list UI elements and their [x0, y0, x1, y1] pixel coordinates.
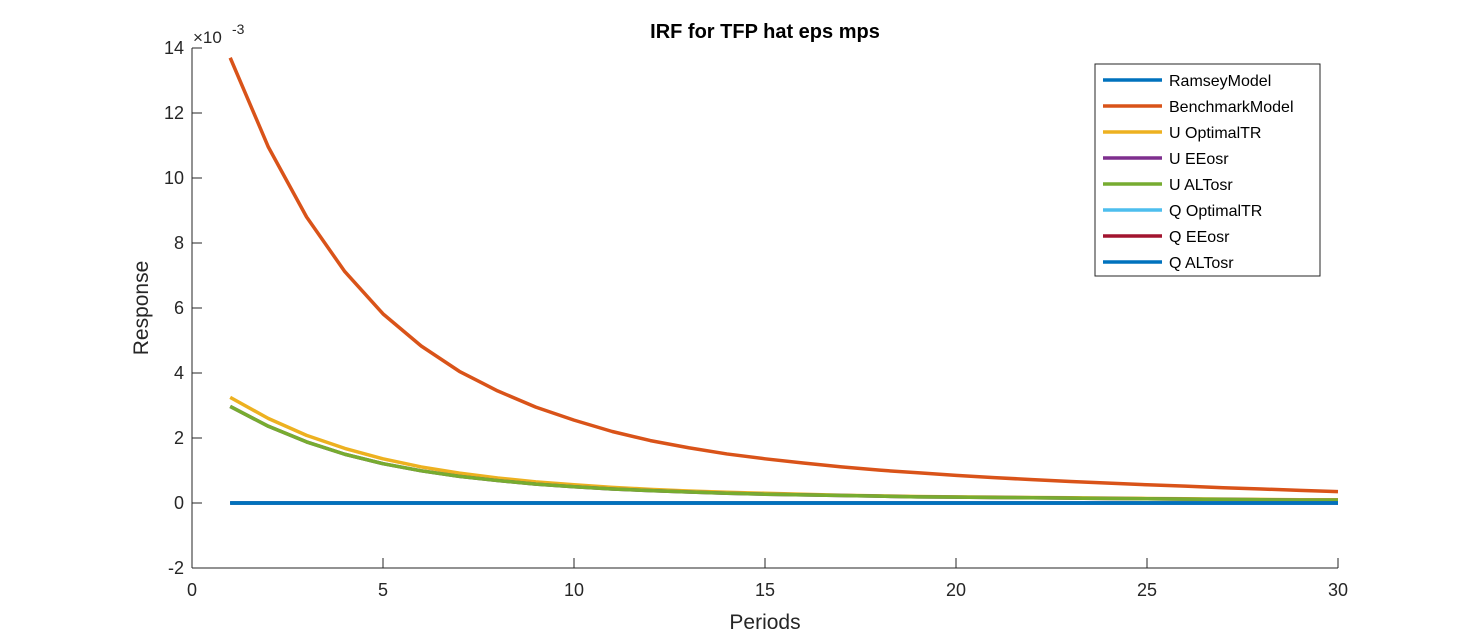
y-exponent-power: -3 — [232, 21, 245, 37]
series-line-u-altosr — [229, 404, 1338, 502]
legend-box — [1094, 63, 1321, 277]
y-tick-label: 10 — [164, 168, 184, 188]
x-tick-label: 0 — [187, 580, 197, 600]
legend-label: U EEosr — [1169, 151, 1229, 168]
y-ticks: -2 0 2 4 6 8 10 12 14 — [164, 38, 202, 578]
y-tick-label: 0 — [174, 493, 184, 513]
y-tick-label: 6 — [174, 298, 184, 318]
y-tick-label: 4 — [174, 363, 184, 383]
legend-label: Q EEosr — [1169, 229, 1230, 246]
x-tick-label: 15 — [755, 580, 775, 600]
legend-label: U ALTosr — [1169, 177, 1233, 194]
legend: RamseyModel BenchmarkModel U OptimalTR U EE… — [1094, 63, 1321, 277]
y-tick-label: 12 — [164, 103, 184, 123]
legend-label: RamseyModel — [1169, 73, 1271, 90]
y-exponent-base: ×10 — [193, 28, 222, 47]
x-axis-label: Periods — [729, 611, 800, 634]
legend-label: Q ALTosr — [1169, 255, 1234, 272]
x-tick-label: 20 — [946, 580, 966, 600]
y-tick-label: 8 — [174, 233, 184, 253]
chart-title: IRF for TFP hat eps mps — [650, 21, 880, 43]
x-ticks: 0 5 10 15 20 25 30 — [187, 558, 1348, 600]
legend-label: BenchmarkModel — [1169, 99, 1294, 116]
y-axis-label: Response — [130, 261, 153, 356]
x-tick-label: 25 — [1137, 580, 1157, 600]
x-tick-label: 10 — [564, 580, 584, 600]
y-tick-label: 14 — [164, 38, 184, 58]
legend-label: Q OptimalTR — [1169, 203, 1262, 220]
legend-items: RamseyModel BenchmarkModel U OptimalTR U EE… — [1103, 73, 1294, 272]
series-layer — [228, 57, 1339, 505]
y-tick-label: -2 — [168, 558, 184, 578]
x-tick-label: 30 — [1328, 580, 1348, 600]
y-tick-label: 2 — [174, 428, 184, 448]
series-line-benchmarkmodel — [228, 57, 1339, 494]
legend-label: U OptimalTR — [1169, 125, 1261, 142]
x-tick-label: 5 — [378, 580, 388, 600]
